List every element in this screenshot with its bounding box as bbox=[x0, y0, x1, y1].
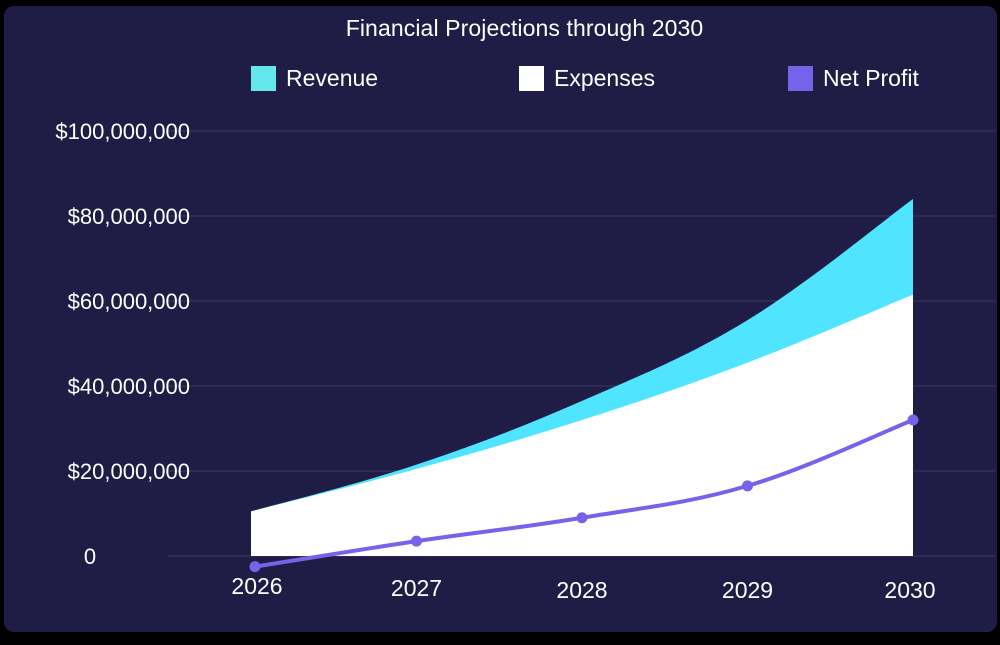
point-net-profit-2026 bbox=[249, 561, 261, 573]
legend-label-expenses: Expenses bbox=[554, 64, 656, 91]
legend-swatch-net-profit bbox=[788, 65, 813, 91]
x-tick-label-2026: 2026 bbox=[231, 573, 282, 599]
legend-item-revenue[interactable]: Revenue bbox=[251, 64, 378, 92]
chart-title: Financial Projections through 2030 bbox=[345, 15, 704, 41]
x-tick-label-2030: 2030 bbox=[884, 577, 935, 603]
legend-item-expenses[interactable]: Expenses bbox=[519, 64, 655, 92]
point-net-profit-2027 bbox=[411, 535, 422, 547]
y-tick-label-0: 0 bbox=[84, 544, 96, 569]
point-net-profit-2030 bbox=[907, 414, 919, 426]
legend-swatch-expenses bbox=[519, 65, 544, 91]
x-tick-label-2028: 2028 bbox=[556, 577, 607, 603]
point-net-profit-2028 bbox=[576, 512, 588, 524]
x-tick-label-2027: 2027 bbox=[391, 575, 442, 601]
legend-label-net-profit: Net Profit bbox=[823, 64, 919, 91]
legend-item-net-profit[interactable]: Net Profit bbox=[788, 64, 919, 92]
y-tick-label-3: $60,000,000 bbox=[68, 289, 190, 314]
y-tick-label-2: $40,000,000 bbox=[68, 374, 190, 399]
y-tick-label-5: $100,000,000 bbox=[55, 119, 190, 144]
legend-swatch-revenue bbox=[251, 65, 276, 91]
x-tick-label-2029: 2029 bbox=[722, 577, 773, 603]
y-tick-label-1: $20,000,000 bbox=[68, 459, 190, 484]
y-tick-label-4: $80,000,000 bbox=[68, 204, 190, 229]
legend-label-revenue: Revenue bbox=[286, 64, 379, 91]
point-net-profit-2029 bbox=[742, 480, 753, 492]
